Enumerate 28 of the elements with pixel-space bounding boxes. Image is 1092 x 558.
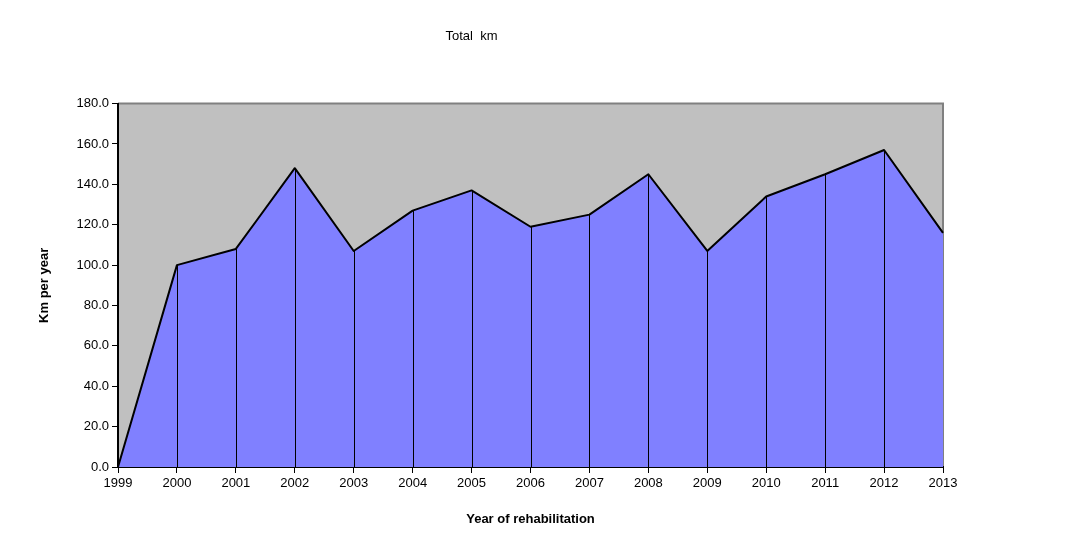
x-tick-label: 2012: [869, 475, 899, 491]
y-tick-label: 0.0: [90, 458, 109, 474]
x-tick-label: 2005: [457, 475, 487, 491]
y-tick-label: 20.0: [83, 418, 109, 434]
x-tick-label: 2008: [633, 475, 663, 491]
x-tick-label: 2009: [692, 475, 722, 491]
y-tick-label: 80.0: [83, 297, 109, 313]
x-tick-label: 2002: [280, 475, 310, 491]
x-tick-label: 2004: [398, 475, 428, 491]
x-tick-label: 2013: [928, 475, 958, 491]
x-tick-label: 2003: [339, 475, 369, 491]
y-tick-label: 120.0: [76, 216, 109, 232]
x-axis-title: Year of rehabilitation: [466, 510, 595, 526]
y-tick-label: 100.0: [76, 256, 109, 272]
x-tick-label: 2011: [811, 475, 840, 491]
x-tick-label: 1999: [103, 475, 133, 491]
y-tick-label: 160.0: [76, 135, 109, 151]
y-axis-title: Km per year: [36, 247, 52, 323]
x-tick-label: 2006: [516, 475, 545, 491]
y-tick-label: 180.0: [76, 95, 109, 111]
x-tick-label: 2001: [221, 475, 251, 491]
y-tick-label: 140.0: [76, 175, 109, 191]
chart-title: Total km: [445, 28, 498, 44]
x-tick-label: 2007: [574, 475, 604, 491]
y-tick-label: 40.0: [83, 377, 109, 393]
x-tick-label: 2010: [751, 475, 781, 491]
y-tick-label: 60.0: [83, 337, 109, 353]
x-tick-label: 2000: [162, 475, 192, 491]
